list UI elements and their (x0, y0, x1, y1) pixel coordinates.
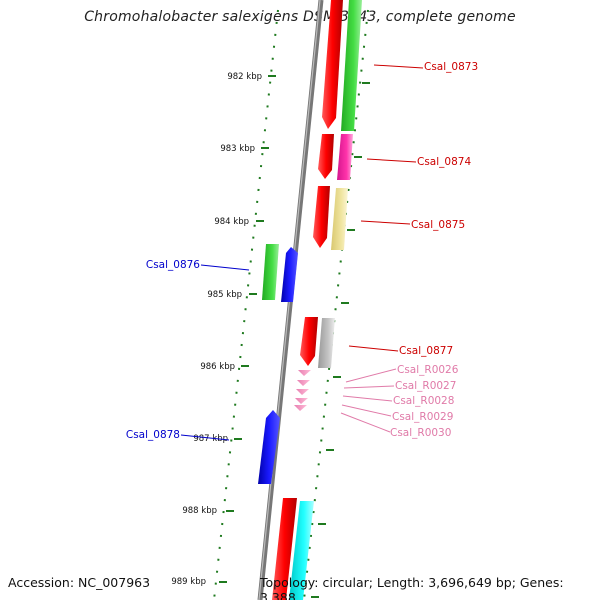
leader-csal-0878 (180, 434, 230, 441)
label-csal-0876[interactable]: Csal_0876 (146, 259, 200, 271)
leader-csal-r0029 (341, 404, 392, 417)
label-csal-r0026[interactable]: Csal_R0026 (397, 364, 459, 376)
leader-csal-0877 (348, 345, 399, 352)
leader-csal-r0027 (343, 385, 395, 389)
gene-csal-0876-green-bar[interactable] (262, 244, 279, 300)
map-title: Chromohalobacter salexigens DSM 3043, co… (84, 9, 516, 25)
kbp-label-983: 983 kbp (220, 144, 255, 154)
leader-csal-0875 (360, 220, 411, 225)
gene-csal-0875-red-arrow[interactable] (313, 186, 330, 248)
kbp-label-986: 986 kbp (200, 362, 235, 372)
leader-csal-0874 (366, 158, 417, 163)
label-csal-0874[interactable]: Csal_0874 (417, 156, 471, 168)
gene-csal-0876-blue-arrow[interactable] (281, 247, 298, 302)
gene-csal-0873-green-bar[interactable] (341, 0, 362, 131)
kbp-label-982: 982 kbp (227, 72, 262, 82)
gene-csal-0874-magenta-bar[interactable] (337, 134, 353, 180)
right-track-ticks (311, 82, 370, 598)
leader-csal-r0026 (345, 368, 397, 383)
gene-csal-0877-red-arrow[interactable] (300, 317, 318, 366)
label-csal-0878[interactable]: Csal_0878 (126, 429, 180, 441)
kbp-tick-marks (219, 75, 276, 583)
trna-csal-r0030[interactable] (294, 405, 307, 411)
gene-csal-0875-khaki-bar[interactable] (331, 188, 348, 250)
label-csal-r0029[interactable]: Csal_R0029 (392, 411, 453, 423)
gene-csal-0878-blue-arrow[interactable] (258, 410, 280, 484)
kbp-label-984: 984 kbp (214, 217, 249, 227)
label-csal-0873[interactable]: Csal_0873 (424, 61, 478, 73)
kbp-label-988: 988 kbp (182, 506, 217, 516)
trna-csal-r0028[interactable] (296, 389, 309, 395)
gene-bottom-red-bar[interactable] (272, 498, 297, 600)
genome-summary-text: Topology: circular; Length: 3,696,649 bp… (260, 575, 564, 600)
label-csal-r0030[interactable]: Csal_R0030 (390, 427, 451, 439)
label-csal-r0028[interactable]: Csal_R0028 (393, 395, 454, 407)
trna-csal-r0029[interactable] (295, 398, 308, 404)
gene-bottom-cyan-bar[interactable] (289, 501, 314, 600)
gene-csal-0874-red-arrow[interactable] (318, 134, 334, 179)
label-csal-0875[interactable]: Csal_0875 (411, 219, 465, 231)
label-csal-0877[interactable]: Csal_0877 (399, 345, 453, 357)
leader-csal-r0030 (340, 412, 391, 433)
kbp-label-987: 987 kbp (193, 434, 228, 444)
gene-csal-0873-red-arrow[interactable] (322, 0, 343, 129)
label-csal-r0027[interactable]: Csal_R0027 (395, 380, 456, 392)
kbp-label-985: 985 kbp (207, 290, 242, 300)
trna-csal-r0026[interactable] (298, 370, 311, 376)
leader-csal-r0028 (342, 395, 393, 402)
trna-csal-r0027[interactable] (297, 380, 310, 386)
kbp-label-989: 989 kbp (171, 577, 206, 587)
gene-csal-0877-gray-bar[interactable] (318, 318, 335, 368)
leader-csal-0873 (373, 64, 424, 69)
accession-text: Accession: NC_007963 (8, 575, 151, 590)
leader-csal-0876 (200, 264, 250, 271)
